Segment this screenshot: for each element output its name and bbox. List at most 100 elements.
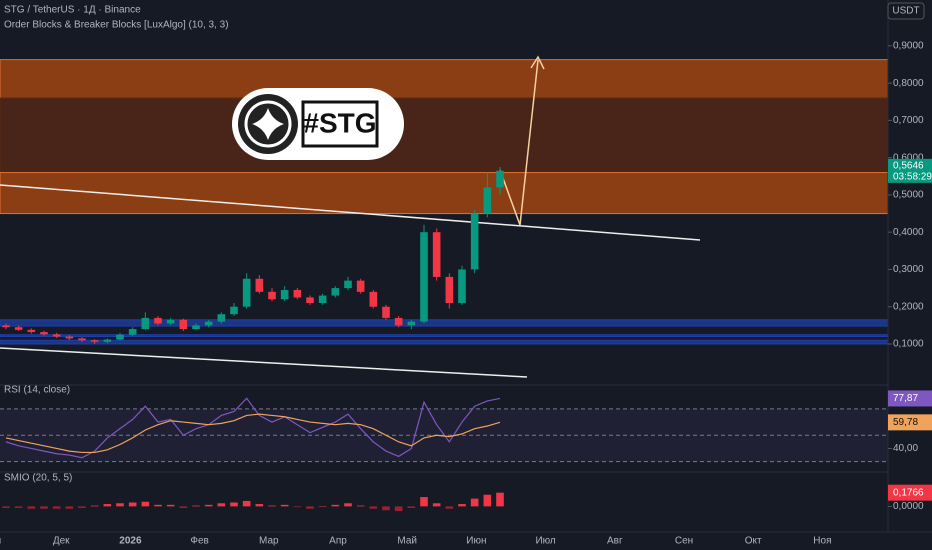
smio-bar [483,494,492,507]
y-tick-label: 40,00 [893,443,918,454]
x-tick-label: 2026 [119,536,142,547]
candle-body [356,280,365,292]
candle-body [217,314,226,322]
candle-body [14,327,23,330]
y-tick-label: 0,0000 [893,501,924,512]
candle-body [179,319,188,330]
smio-bar [154,504,162,507]
arrow-head [530,55,545,70]
currency-button[interactable] [887,2,925,20]
zone [0,172,889,215]
candle-body [382,306,390,318]
trendline [0,347,528,378]
candle-body [344,280,352,289]
candle-body [369,291,378,307]
smio-bar [432,503,441,507]
smio-bar [128,502,137,507]
rsi-title: RSI (14, close) [4,385,70,396]
smio-bar [27,506,36,509]
candle-body [255,278,264,292]
smio-bar [407,506,416,508]
candle-body [420,232,428,322]
y-tick-label: 0,4000 [893,227,924,238]
plot [0,55,889,512]
candle-body [483,187,492,214]
candle-body [128,329,137,335]
value-badge-label: 0,1766 [893,487,924,498]
candle-body [458,269,466,304]
candle-body [192,325,200,330]
smio-title: SMIO (20, 5, 5) [4,473,72,484]
smio-bar [470,498,479,507]
smio-bar [344,503,352,507]
projection-arrow [499,59,539,226]
smio-bar [331,504,340,507]
x-tick-label: Фев [190,536,208,547]
candle-body [407,321,416,326]
smio-bar [204,504,213,507]
candle-body [78,338,86,341]
smio-bar [65,506,74,509]
candle-body [103,339,112,342]
value-badge [888,414,932,431]
x-tick-label: Май [397,536,417,547]
candle-body [293,289,302,298]
candle-body [445,276,454,304]
candle-body [242,278,251,307]
smio-bar [40,506,48,509]
smio-bar [255,504,264,507]
smio-bar [230,502,238,507]
x-tick-label: Апр [329,536,347,547]
smio-bar [192,505,200,507]
smio-bar [268,505,276,507]
x-tick-label: Июл [535,536,555,547]
candle-body [116,334,124,340]
y-tick-label: 0,6000 [893,152,924,163]
rsi-ma-line [5,413,501,454]
smio-bar [496,492,504,507]
zone [0,339,889,345]
smio-bar [458,504,466,507]
smio-bar [293,506,302,508]
candle-body [432,232,441,277]
price-badge [888,158,932,183]
zone [0,319,889,327]
smio-bar [280,504,289,507]
smio-bar [14,506,23,508]
smio-bar [318,506,327,507]
x-tick-label: Ноя [813,536,831,547]
x-tick-label: Мар [259,536,279,547]
y-tick-label: 0,8000 [893,78,924,89]
candle-body [496,170,504,188]
value-badge-label: 77,87 [893,393,918,404]
smio-bar [166,504,175,507]
trendline [0,184,701,241]
x-tick-label: Ноя [0,536,1,547]
y-tick-label: 0,5000 [893,190,924,201]
indicator-title: Order Blocks & Breaker Blocks [LuxAlgo] … [4,20,229,31]
smio-bar [179,506,188,508]
candle-body [52,334,61,337]
smio-bar [306,506,314,509]
candle-body [40,332,48,335]
smio-bar [242,500,251,507]
candle-body [470,213,479,270]
price-label: 0,5646 [893,160,924,171]
zone [0,97,889,174]
candle-body [230,306,238,315]
smio-bar [52,506,61,509]
candle-body [141,317,150,330]
badge-text: #STG [303,107,376,138]
candle-body [2,325,10,328]
candle-body [204,321,213,326]
currency-button-label[interactable]: USDT [892,6,919,17]
y-tick-label: 0,1000 [893,339,924,350]
y-tick-label: 0,2000 [893,301,924,312]
x-tick-label: Окт [745,536,762,547]
smio-bar [2,506,10,508]
smio-bar [116,503,124,507]
smio-bar [103,504,112,507]
zone [0,59,889,99]
x-tick-label: Авг [607,536,623,547]
